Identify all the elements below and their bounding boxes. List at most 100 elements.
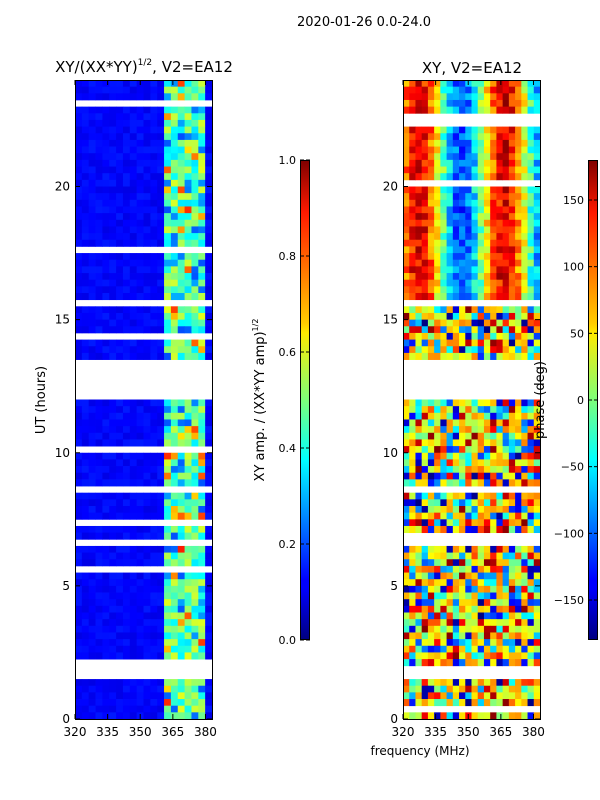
heatmap-cell — [502, 146, 510, 154]
amp-panel-title: XY/(XX*YY)1/2, V2=EA12 — [55, 58, 233, 76]
heatmap-cell — [446, 312, 454, 321]
heatmap-cell — [508, 572, 516, 580]
heatmap-cell — [502, 266, 510, 274]
heatmap-cell — [409, 80, 416, 88]
heatmap-cell — [157, 279, 165, 287]
heatmap-cell — [191, 213, 199, 221]
heatmap-cell — [81, 612, 90, 620]
heatmap-cell — [521, 106, 528, 114]
heatmap-cell — [157, 106, 165, 114]
heatmap-cell — [116, 146, 124, 154]
heatmap-cell — [490, 99, 497, 108]
heatmap-cell — [122, 139, 131, 147]
heatmap-cell — [95, 312, 103, 321]
heatmap-cell — [434, 652, 441, 660]
heatmap-cell — [421, 126, 429, 134]
heatmap-cell — [527, 306, 535, 314]
heatmap-cell — [452, 592, 460, 600]
heatmap-cell — [502, 293, 510, 301]
heatmap-cell — [81, 432, 90, 440]
heatmap-cell — [508, 432, 516, 440]
heatmap-cell — [116, 312, 124, 321]
heatmap-cell — [527, 339, 535, 347]
heatmap-cell — [184, 552, 192, 560]
heatmap-cell — [205, 352, 213, 360]
heatmap-cell — [95, 293, 103, 301]
heatmap-cell — [440, 352, 447, 360]
heatmap-cell — [471, 186, 479, 194]
heatmap-cell — [102, 86, 110, 94]
heatmap-cell — [483, 632, 491, 640]
heatmap-cell — [177, 532, 185, 540]
heatmap-cell — [440, 579, 447, 587]
heatmap-cell — [477, 699, 485, 707]
heatmap-cell — [81, 306, 90, 314]
heatmap-cell — [150, 193, 158, 201]
heatmap-cell — [477, 619, 485, 627]
heatmap-cell — [440, 419, 447, 427]
heatmap-cell — [191, 412, 199, 420]
heatmap-cell — [434, 99, 441, 108]
heatmap-cell — [465, 585, 472, 593]
heatmap-cell — [434, 319, 441, 327]
heatmap-cell — [164, 605, 172, 613]
heatmap-cell — [533, 585, 541, 593]
heatmap-cell — [102, 452, 110, 460]
heatmap-cell — [116, 339, 124, 347]
heatmap-cell — [521, 193, 528, 201]
heatmap-cell — [515, 585, 522, 593]
heatmap-cell — [109, 499, 117, 507]
heatmap-cell — [409, 519, 416, 527]
heatmap-cell — [81, 479, 90, 487]
heatmap-cell — [88, 705, 96, 713]
heatmap-cell — [490, 512, 497, 520]
heatmap-cell — [508, 246, 516, 254]
colorbar-tick-label: 0.2 — [279, 538, 297, 551]
heatmap-cell — [527, 213, 535, 221]
heatmap-cell — [446, 153, 454, 161]
heatmap-cell — [496, 86, 504, 94]
heatmap-cell — [109, 699, 117, 707]
heatmap-cell — [75, 146, 83, 154]
heatmap-cell — [409, 559, 416, 567]
heatmap-cell — [205, 699, 213, 707]
heatmap-cell — [409, 552, 416, 560]
heatmap-cell — [88, 279, 96, 287]
heatmap-cell — [403, 712, 410, 720]
heatmap-cell — [477, 572, 485, 580]
heatmap-cell — [465, 226, 472, 234]
heatmap-cell — [75, 239, 83, 247]
heatmap-cell — [465, 605, 472, 613]
heatmap-cell — [515, 479, 522, 487]
heatmap-cell — [136, 605, 144, 613]
heatmap-cell — [102, 226, 110, 234]
heatmap-cell — [452, 692, 460, 700]
heatmap-cell — [129, 466, 138, 474]
heatmap-cell — [136, 685, 144, 693]
heatmap-cell — [452, 639, 460, 647]
heatmap-cell — [452, 326, 460, 334]
heatmap-cell — [515, 246, 522, 254]
heatmap-cell — [109, 612, 117, 620]
heatmap-cell — [440, 699, 447, 707]
heatmap-cell — [81, 645, 90, 653]
heatmap-cell — [483, 612, 491, 620]
heatmap-cell — [170, 472, 179, 480]
heatmap-cell — [198, 86, 206, 94]
heatmap-cell — [533, 99, 541, 108]
heatmap-cell — [102, 525, 110, 534]
heatmap-cell — [403, 619, 410, 627]
heatmap-cell — [508, 625, 516, 633]
heatmap-cell — [409, 459, 416, 467]
heatmap-cell — [483, 352, 491, 360]
heatmap-cell — [184, 432, 192, 440]
heatmap-cell — [95, 605, 103, 613]
heatmap-cell — [109, 679, 117, 687]
heatmap-cell — [434, 519, 441, 527]
heatmap-cell — [459, 685, 466, 693]
heatmap-cell — [81, 352, 90, 360]
heatmap-cell — [421, 572, 429, 580]
heatmap-cell — [508, 199, 516, 207]
heatmap-cell — [490, 426, 497, 434]
heatmap-cell — [191, 346, 199, 354]
